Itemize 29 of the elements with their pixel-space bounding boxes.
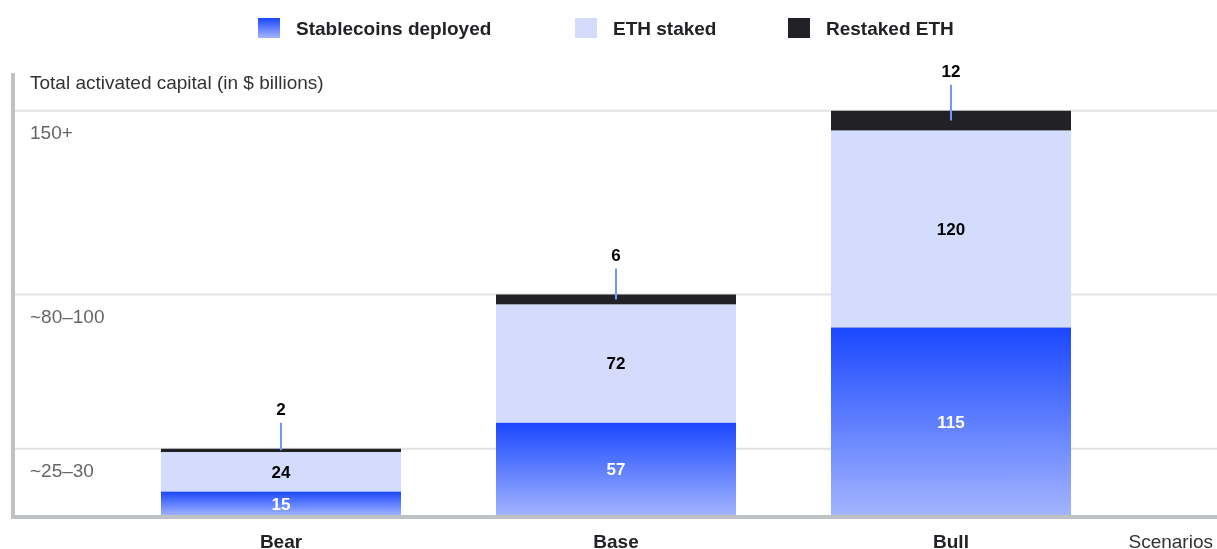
annotation: ~80–100 xyxy=(30,306,105,328)
x-tick-label: Base xyxy=(593,530,639,549)
bar xyxy=(831,327,1071,516)
annotation: ~25–30 xyxy=(30,460,94,482)
bar xyxy=(161,452,401,492)
data-label: 15 xyxy=(271,494,291,514)
data-label: 57 xyxy=(606,460,626,480)
bar xyxy=(496,294,736,305)
bar xyxy=(831,110,1071,131)
legend-label: Stablecoins deployed xyxy=(296,17,492,39)
bar xyxy=(496,422,736,516)
legend-label: ETH staked xyxy=(613,17,717,39)
bar xyxy=(161,491,401,516)
x-tick-label: Bull xyxy=(933,530,969,549)
annotation: 150+ xyxy=(30,122,73,144)
x-tick-label: Bear xyxy=(259,530,303,549)
bar xyxy=(161,448,401,453)
data-label: 72 xyxy=(606,354,626,374)
data-label: 6 xyxy=(611,245,621,265)
data-label: 24 xyxy=(271,462,291,482)
x-axis-title: Scenarios xyxy=(1128,530,1213,549)
y-axis-title: Total activated capital (in $ billions) xyxy=(30,71,324,93)
data-label: 115 xyxy=(937,412,965,432)
legend-label: Restaked ETH xyxy=(826,17,954,39)
bar xyxy=(496,304,736,423)
bar xyxy=(831,130,1071,328)
data-label: 120 xyxy=(936,219,966,239)
data-label: 12 xyxy=(941,61,961,81)
data-label: 2 xyxy=(276,399,286,419)
